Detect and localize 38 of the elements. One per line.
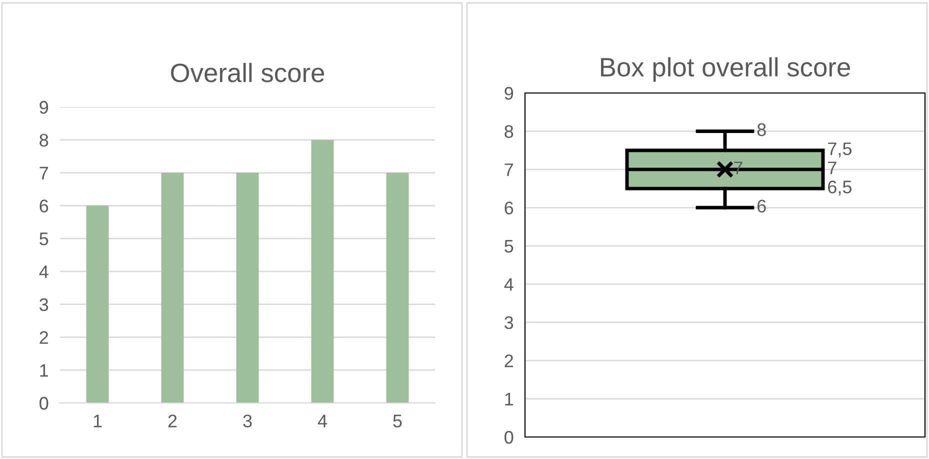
y-tick-label: 9 [504, 86, 514, 100]
y-tick-label: 4 [504, 278, 514, 291]
bar [386, 172, 409, 403]
annotation: 8 [757, 123, 766, 136]
x-tick-label: 2 [168, 414, 177, 428]
x-tick-label: 1 [94, 414, 102, 428]
x-tick-label: 5 [393, 414, 402, 428]
y-tick-label: 9 [40, 100, 48, 114]
annotation: 6,5 [828, 180, 852, 196]
bar [86, 206, 109, 403]
y-tick-label: 2 [504, 354, 513, 368]
y-tick-label: 0 [40, 396, 48, 410]
bar [236, 172, 259, 403]
annotation: 7 [734, 162, 742, 174]
y-tick-label: 2 [40, 331, 48, 344]
annotation: 7 [828, 162, 836, 174]
y-tick-label: 6 [40, 200, 48, 212]
y-tick-label: 8 [504, 125, 514, 138]
y-tick-label: 5 [504, 240, 514, 253]
y-tick-label: 4 [39, 266, 48, 278]
annotation: 7,5 [828, 142, 852, 158]
y-tick-label: 8 [40, 134, 48, 147]
y-tick-label: 7 [504, 164, 513, 176]
x-tick-label: 3 [243, 414, 252, 428]
bar [161, 172, 184, 403]
y-tick-label: 7 [40, 166, 48, 180]
x-tick-label: 4 [318, 414, 327, 428]
chart-title: Box plot overall score [601, 57, 850, 82]
chart-title: Overall score [171, 62, 324, 82]
y-tick-label: 3 [40, 298, 48, 312]
y-tick-label: 3 [504, 316, 514, 330]
y-tick-label: 6 [504, 202, 514, 214]
y-tick-label: 5 [40, 232, 48, 246]
annotation: 6 [758, 200, 766, 213]
bar [311, 140, 334, 403]
y-tick-label: 1 [40, 364, 48, 377]
y-tick-label: 1 [505, 392, 514, 406]
y-tick-label: 0 [504, 430, 514, 444]
